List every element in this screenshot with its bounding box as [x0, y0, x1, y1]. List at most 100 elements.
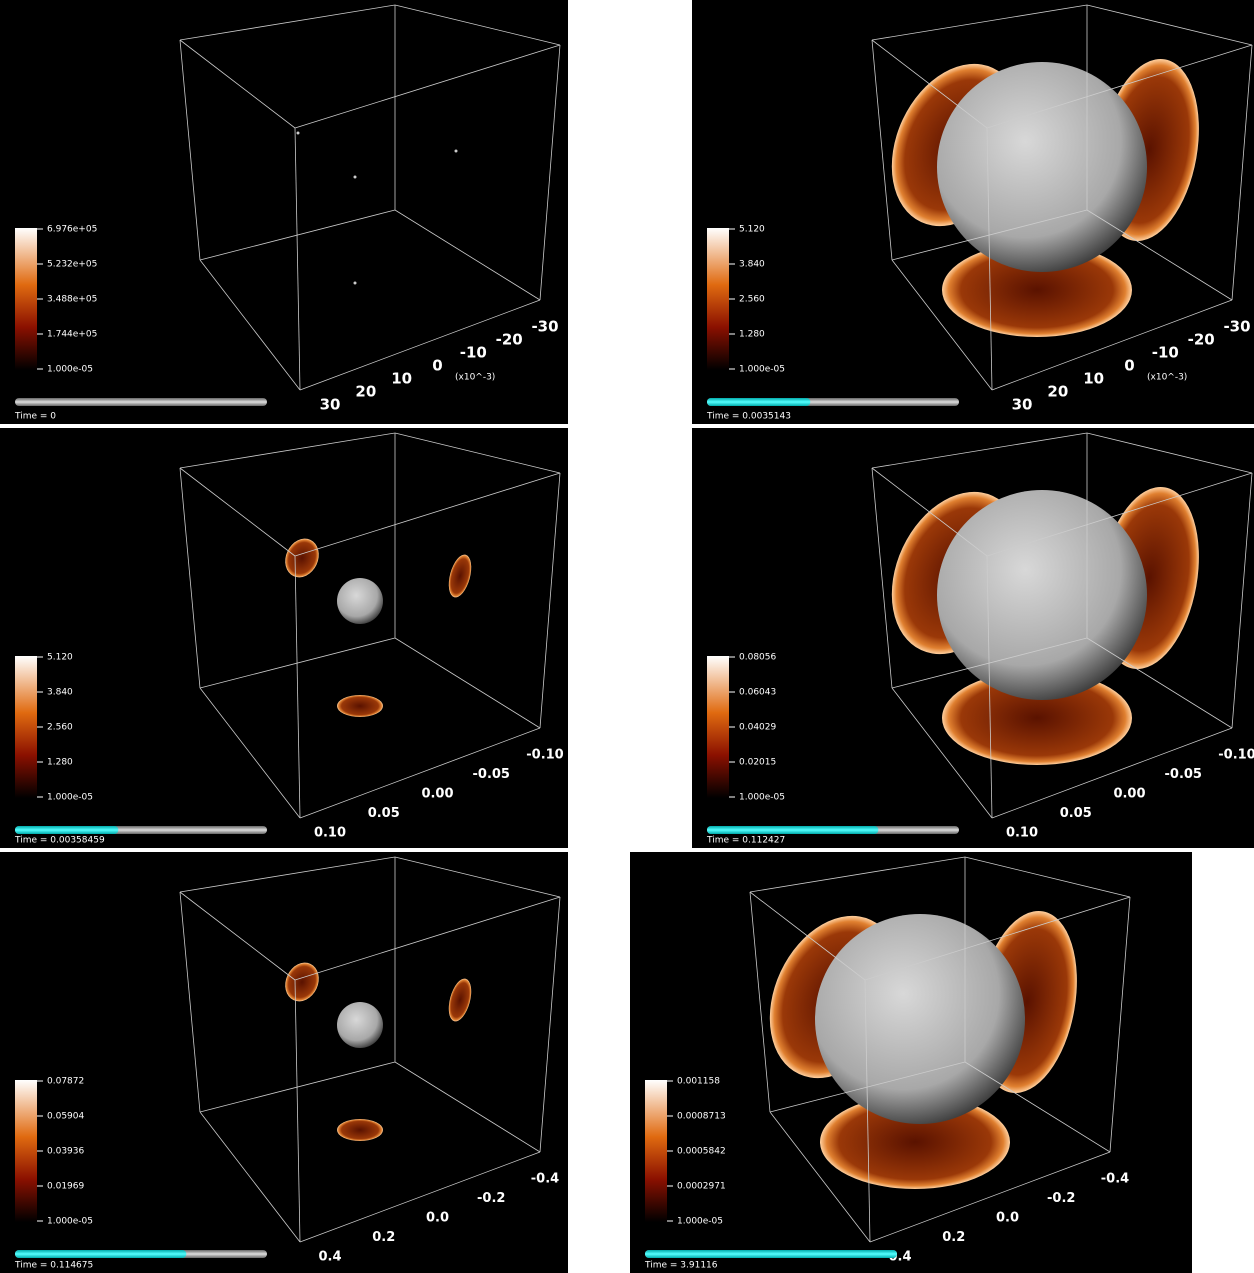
cube-edge [179, 39, 296, 129]
progress-fill [15, 1250, 187, 1258]
cube-edge [394, 1061, 541, 1153]
colorbar-label: 2.560 [47, 723, 73, 733]
axis-label: 0.00 [1113, 787, 1145, 802]
cube-edge [869, 1151, 1111, 1243]
render-view: 30 20 10 0 -10 -20 -30 (x10^-3) 5.120 3.840 2.560 1… [692, 0, 1254, 424]
sphere [337, 1002, 383, 1048]
axis-label: -0.05 [473, 767, 510, 782]
patch [285, 538, 319, 578]
time-label: Time = 0 [14, 412, 56, 422]
progress-fill [707, 826, 879, 834]
cube-edge [199, 637, 396, 689]
colorbar-label: 0.001158 [677, 1077, 720, 1087]
cube-edge [964, 856, 1131, 898]
colorbar [15, 1080, 37, 1222]
cube-edge [871, 4, 1088, 41]
colorbar-label: 1.000e-05 [677, 1217, 723, 1227]
cube-edge [539, 44, 561, 301]
axis-label: 0 [432, 357, 442, 375]
cube-edge [394, 856, 561, 898]
axis-label: 20 [355, 383, 376, 401]
cube-edge [294, 472, 561, 557]
cube-edge [891, 637, 1088, 689]
cube-edge [964, 1061, 1111, 1153]
cube-edge [294, 44, 561, 129]
colorbar-label: 5.120 [47, 653, 73, 663]
cube-edge [864, 896, 1131, 981]
cube-edge [199, 209, 396, 261]
colorbar-label: 0.0008713 [677, 1112, 726, 1122]
cube-edge [1231, 44, 1253, 301]
cube-edge [871, 39, 988, 129]
cube-edge [871, 39, 893, 261]
cube-edge [986, 555, 993, 819]
time-label: Time = 0.112427 [706, 836, 785, 846]
axis-label: 0 [1124, 357, 1134, 375]
cube-edge [179, 891, 296, 981]
cube-edge [986, 127, 993, 391]
cube-edge [986, 472, 1253, 557]
cube-edge [986, 44, 1253, 129]
cube-edge [539, 472, 561, 729]
cube-edge [1086, 209, 1233, 301]
axis-label: -20 [1188, 331, 1215, 349]
cube-edge [179, 467, 296, 557]
progress-fill [15, 826, 119, 834]
cube-edge [891, 259, 993, 391]
patch [448, 978, 472, 1022]
cube-edge [299, 1151, 541, 1243]
colorbar-label: 6.976e+05 [47, 225, 97, 235]
axis-label: -20 [496, 331, 523, 349]
cube-edge [991, 299, 1233, 391]
cube-edge [294, 127, 301, 391]
axis-label: 0.0 [996, 1211, 1019, 1226]
cube-edge [394, 432, 561, 474]
colorbar-label: 5.232e+05 [47, 260, 97, 270]
colorbar-label: 1.744e+05 [47, 330, 97, 340]
colorbar-label: 1.280 [739, 330, 765, 340]
axis-label: -0.2 [477, 1191, 505, 1206]
time-label: Time = 3.91116 [644, 1261, 718, 1271]
colorbar-label: 5.120 [739, 225, 765, 235]
progress-fill [645, 1250, 897, 1258]
axis-label: -0.4 [531, 1172, 559, 1187]
colorbar-label: 1.000e-05 [47, 365, 93, 375]
colorbar [707, 228, 729, 370]
colorbar-label: 0.05904 [47, 1112, 84, 1122]
cube-edge [294, 896, 561, 981]
axis-unit: (x10^-3) [455, 373, 495, 383]
cube-edge [199, 259, 301, 391]
axis-unit: (x10^-3) [1147, 373, 1187, 383]
axis-label: 0.2 [372, 1230, 395, 1245]
axis-label: 20 [1047, 383, 1068, 401]
time-label: Time = 0.0035143 [706, 412, 791, 422]
axis-label: -0.2 [1047, 1191, 1075, 1206]
cube-edge [864, 979, 871, 1243]
colorbar-label: 1.000e-05 [47, 793, 93, 803]
cube-edge [179, 432, 396, 469]
cube-edge [539, 896, 561, 1153]
axis-label: 0.00 [421, 787, 453, 802]
axis-label: -0.10 [526, 748, 563, 763]
colorbar-label: 3.840 [739, 260, 765, 270]
cube-edge [299, 299, 541, 391]
cube-edge [1086, 637, 1233, 729]
axis-label: 0.10 [314, 826, 346, 841]
cube-edge [1086, 432, 1253, 474]
cube-edge [299, 727, 541, 819]
colorbar-label: 0.07872 [47, 1077, 84, 1087]
cube-edge [871, 467, 893, 689]
axis-label: 0.0 [426, 1211, 449, 1226]
cube-edge [294, 555, 301, 819]
sphere [337, 578, 383, 624]
render-view: 0.4 0.2 0.0 -0.2 -0.4 0.07872 0.05904 0.03936 0.… [0, 852, 568, 1273]
axis-label: -30 [1223, 318, 1250, 336]
patch [285, 962, 319, 1002]
progress-fill [707, 398, 811, 406]
cube-edge [394, 4, 561, 46]
point [296, 131, 300, 135]
patch [337, 695, 383, 717]
cube-edge [871, 467, 988, 557]
colorbar-label: 0.03936 [47, 1147, 84, 1157]
